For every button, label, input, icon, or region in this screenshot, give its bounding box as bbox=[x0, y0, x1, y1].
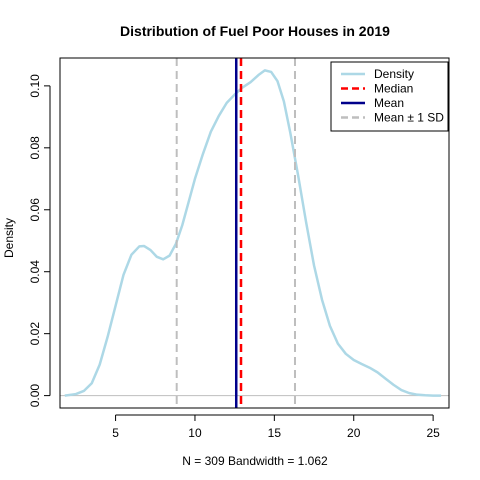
legend-label: Mean bbox=[374, 96, 404, 110]
legend-label: Mean ± 1 SD bbox=[374, 111, 444, 125]
y-tick-label: 0.02 bbox=[28, 322, 42, 346]
legend-label: Median bbox=[374, 82, 413, 96]
x-tick-label: 20 bbox=[347, 426, 361, 440]
y-tick-label: 0.04 bbox=[28, 260, 42, 284]
y-tick-label: 0.06 bbox=[28, 198, 42, 222]
y-tick-label: 0.00 bbox=[28, 384, 42, 408]
legend-label: Density bbox=[374, 67, 414, 81]
x-tick-label: 15 bbox=[268, 426, 282, 440]
y-tick-label: 0.08 bbox=[28, 136, 42, 160]
y-tick-label: 0.10 bbox=[28, 74, 42, 98]
chart-title: Distribution of Fuel Poor Houses in 2019 bbox=[120, 23, 390, 39]
x-tick-label: 5 bbox=[112, 426, 119, 440]
x-tick-label: 10 bbox=[188, 426, 202, 440]
plot-frame bbox=[59, 57, 450, 409]
plot-area: 5 10 15 20 25 0.00 0.02 0.04 0.06 0.08 0.10 bbox=[28, 57, 450, 440]
density-curve bbox=[64, 69, 442, 397]
y-axis-label: Density bbox=[2, 218, 16, 258]
x-axis-label: N = 309 Bandwidth = 1.062 bbox=[182, 454, 328, 468]
x-tick-label: 25 bbox=[426, 426, 440, 440]
